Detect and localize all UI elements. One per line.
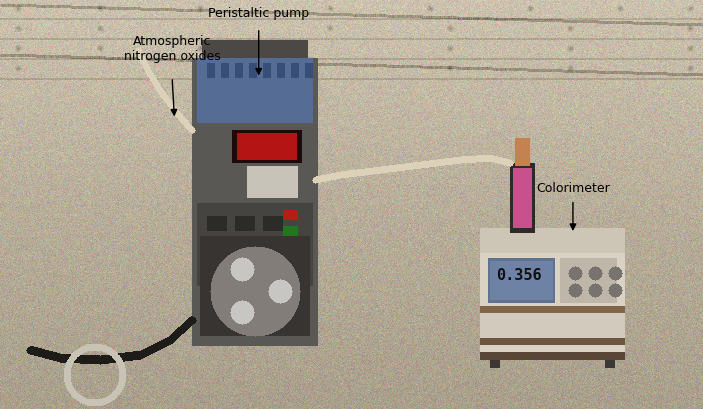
Text: Atmospheric
nitrogen oxides: Atmospheric nitrogen oxides xyxy=(124,35,221,63)
Text: Colorimeter: Colorimeter xyxy=(536,182,610,195)
Text: Peristaltic pump: Peristaltic pump xyxy=(208,7,309,20)
Text: 0.356: 0.356 xyxy=(496,267,542,283)
